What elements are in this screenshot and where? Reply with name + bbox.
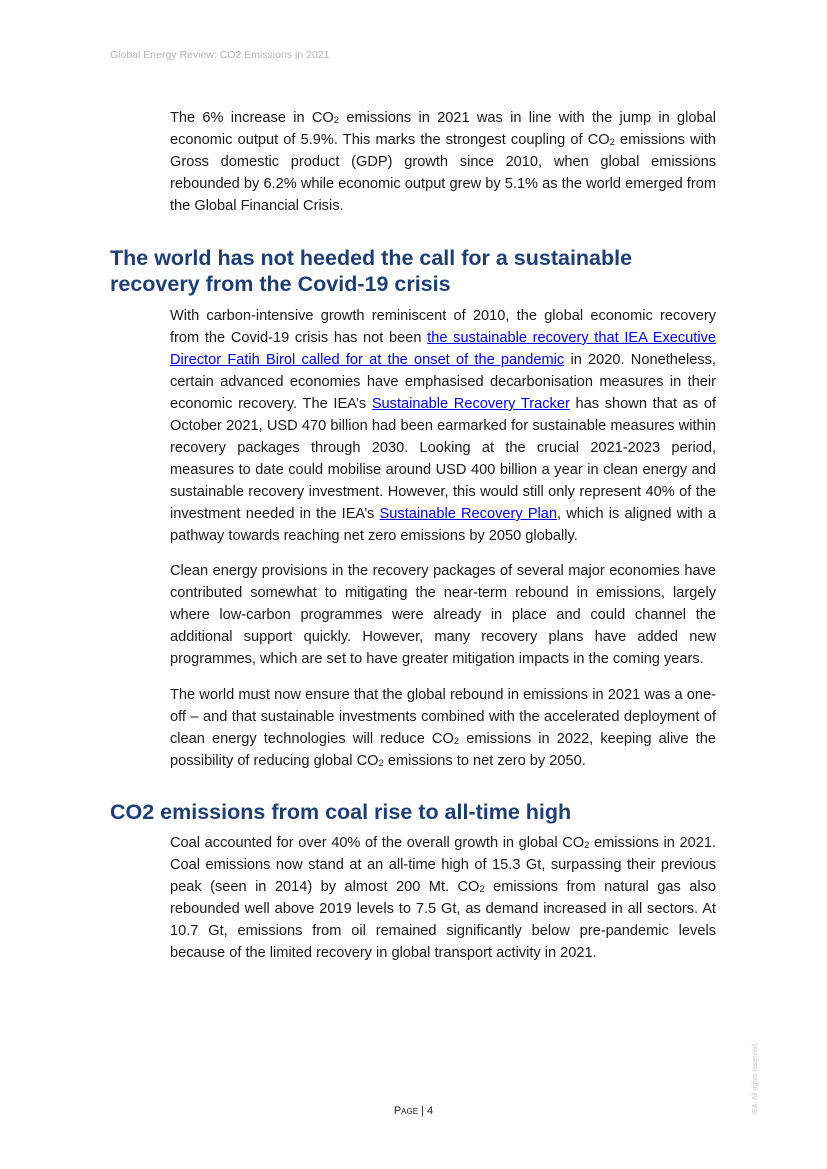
subscript: 2 [479, 884, 485, 895]
subscript: 2 [584, 840, 590, 851]
paragraph-recovery: With carbon-intensive growth reminiscent… [170, 305, 716, 547]
subscript: 2 [453, 736, 460, 747]
heading-sustainable-recovery: The world has not heeded the call for a … [110, 246, 633, 296]
text-run: , which is aligned with a pathway toward… [170, 506, 716, 544]
text-run: Clean energy provisions in the recovery … [170, 563, 716, 667]
page-number: 4 [427, 1105, 434, 1117]
page-label: Page [393, 1105, 419, 1117]
inline-link[interactable]: Sustainable Recovery Plan [379, 506, 558, 522]
paragraph-clean-energy: Clean energy provisions in the recovery … [170, 560, 716, 670]
text-run: The world must now ensure that the globa… [170, 687, 716, 747]
text-run: emissions in 2021. Coal emissions now st… [170, 835, 716, 895]
page-footer: Page | 4 [0, 1105, 827, 1117]
text-run: emissions with Gross domestic product (G… [170, 132, 716, 214]
subscript: 2 [609, 137, 615, 148]
text-run: has shown that as of October 2021, USD 4… [170, 396, 716, 522]
rights-notice: IEA. All rights reserved. [752, 1042, 759, 1115]
paragraph-coal: Coal accounted for over 40% of the overa… [170, 832, 716, 964]
inline-link[interactable]: the sustainable recovery that IEA Execut… [170, 330, 716, 368]
text-run: emissions in 2022, keeping alive the pos… [170, 731, 717, 769]
text-run: Coal accounted for over 40% of the overa… [170, 835, 585, 851]
subscript: 2 [333, 115, 340, 126]
text-run: emissions to net zero by 2050. [383, 753, 586, 769]
inline-link[interactable]: Sustainable Recovery Tracker [371, 396, 570, 412]
heading-coal-emissions: CO2 emissions from coal rise to all-time… [110, 800, 572, 824]
text-run: With carbon-intensive growth reminiscent… [170, 308, 716, 346]
subscript: 2 [378, 758, 384, 769]
page-separator: | [418, 1105, 428, 1117]
text-run: in 2020. Nonetheless, certain advanced e… [170, 352, 716, 412]
paragraph-world-must: The world must now ensure that the globa… [170, 684, 716, 772]
text-run: emissions in 2021 was in line with the j… [170, 110, 717, 148]
text-run: The 6% increase in CO [170, 110, 334, 126]
running-header: Global Energy Review: CO2 Emissions in 2… [110, 49, 330, 61]
text-run: emissions from natural gas also rebounde… [170, 879, 716, 961]
paragraph-gdp-coupling: The 6% increase in CO2 emissions in 2021… [170, 107, 716, 217]
